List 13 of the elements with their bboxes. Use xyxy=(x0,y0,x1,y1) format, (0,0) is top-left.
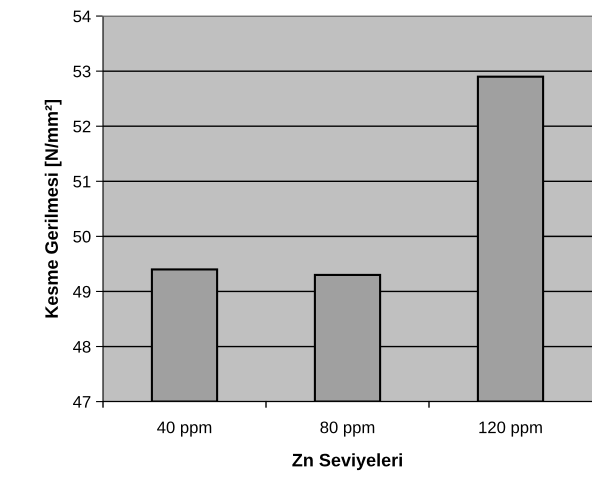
y-tick-label: 48 xyxy=(73,340,90,353)
x-tick-label: 80 ppm xyxy=(320,421,374,437)
x-tick-label: 40 ppm xyxy=(157,421,212,437)
y-tick-label: 50 xyxy=(73,230,91,243)
y-tick-label: 49 xyxy=(73,286,90,298)
y-tick-label: 53 xyxy=(73,66,90,78)
x-tick-label: 120 ppm xyxy=(479,421,542,437)
y-tick-label: 54 xyxy=(73,10,91,22)
y-tick-label: 52 xyxy=(73,120,90,132)
x-axis-title: Zn Seviyeleri xyxy=(292,453,402,470)
y-tick-label: 47 xyxy=(73,396,90,408)
y-axis-title: Kesme Gerilmesi [N/mm²] xyxy=(44,100,62,318)
y-tick-label: 51 xyxy=(73,176,90,188)
